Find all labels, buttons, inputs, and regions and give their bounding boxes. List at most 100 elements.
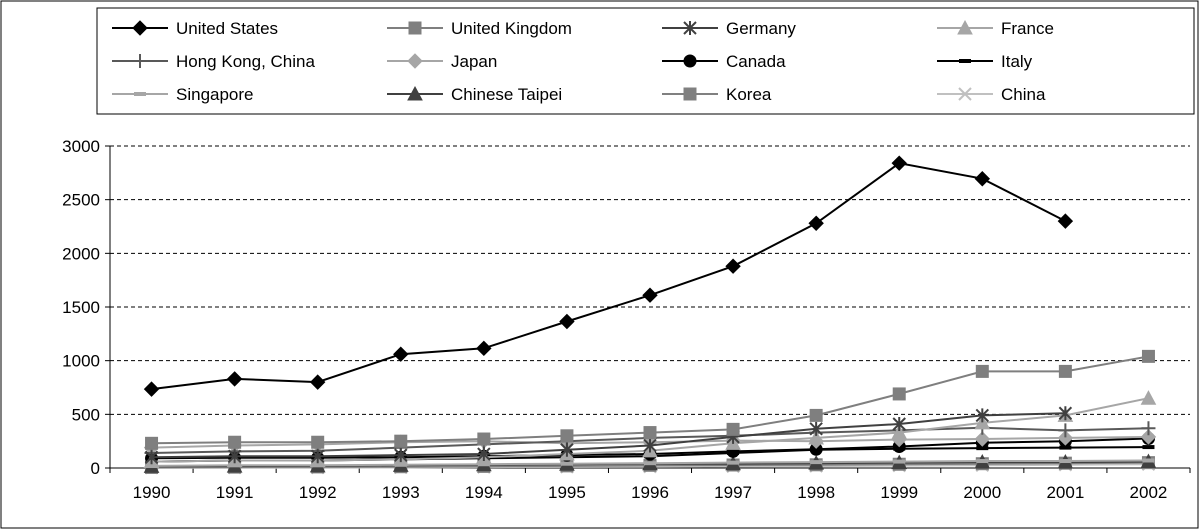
- point-france-1999: [891, 424, 908, 440]
- point-singapore-1999: [893, 459, 906, 464]
- legend-label-japan: Japan: [451, 52, 497, 71]
- point-united-states-1997: [725, 258, 741, 274]
- point-singapore-1996: [644, 461, 656, 466]
- legend-marker-singapore: [134, 92, 146, 96]
- point-united-states-1991: [226, 371, 243, 387]
- y-tick-label-1000: 1000: [62, 352, 100, 371]
- y-tick-label-1500: 1500: [62, 298, 100, 317]
- legend-marker-italy: [959, 59, 971, 63]
- legend-entry-japan: Japan: [387, 52, 497, 71]
- point-united-kingdom-1992: [311, 435, 325, 449]
- point-france-1998: [808, 429, 824, 445]
- legend-entry-chinese-taipei: Chinese Taipei: [387, 85, 562, 104]
- point-france-2002: [1140, 390, 1157, 405]
- point-singapore-1997: [727, 460, 740, 465]
- legend-marker-canada: [683, 54, 697, 68]
- point-singapore-2002: [1142, 458, 1155, 463]
- point-united-states-1994: [476, 340, 492, 357]
- x-tick-label-1999: 1999: [880, 483, 918, 502]
- legend-label-china: China: [1001, 85, 1046, 104]
- x-tick-label-1990: 1990: [133, 483, 171, 502]
- legend-label-united-kingdom: United Kingdom: [451, 19, 572, 38]
- legend-marker-united-states: [132, 20, 148, 36]
- point-singapore-1995: [560, 461, 573, 466]
- point-united-kingdom-1999: [892, 387, 906, 401]
- series-line-united-states: [151, 162, 1066, 391]
- legend-entry-hong-kong-china: Hong Kong, China: [112, 52, 315, 71]
- legend-marker-chinese-taipei: [407, 85, 423, 101]
- point-germany-1992: [310, 449, 325, 464]
- x-tick-label-2000: 2000: [963, 483, 1001, 502]
- legend-label-united-states: United States: [176, 19, 278, 38]
- legend-marker-china: [958, 87, 972, 101]
- y-tick-label-0: 0: [91, 459, 100, 478]
- legend-entry-china: China: [937, 85, 1046, 104]
- point-germany-1996: [643, 438, 657, 453]
- legend-entry-united-kingdom: United Kingdom: [387, 19, 572, 38]
- series-united-states: [143, 155, 1074, 397]
- point-united-kingdom-1998: [809, 408, 823, 422]
- legend-marker-germany: [683, 21, 697, 35]
- x-tick-label-1992: 1992: [299, 483, 337, 502]
- y-tick-label-2500: 2500: [62, 191, 100, 210]
- point-united-kingdom-1994: [477, 432, 491, 446]
- legend-label-italy: Italy: [1001, 52, 1033, 71]
- point-united-states-1998: [808, 215, 824, 231]
- y-tick-label-2000: 2000: [62, 244, 100, 263]
- legend-label-germany: Germany: [726, 19, 796, 38]
- legend-marker-france: [957, 19, 973, 35]
- legend-entry-france: France: [937, 19, 1054, 38]
- legend-marker-korea: [683, 87, 697, 101]
- legend-entry-canada: Canada: [662, 52, 786, 71]
- point-singapore-2001: [1059, 459, 1072, 464]
- legend-marker-hong-kong-china: [133, 54, 147, 68]
- point-united-kingdom-1997: [726, 422, 740, 436]
- legend-entry-germany: Germany: [662, 19, 796, 38]
- point-germany-1994: [477, 447, 491, 462]
- x-tick-label-1996: 1996: [631, 483, 669, 502]
- point-united-kingdom-1991: [228, 435, 242, 449]
- point-united-states-1992: [309, 374, 326, 390]
- legend-label-hong-kong-china: Hong Kong, China: [176, 52, 315, 71]
- point-united-kingdom-1993: [394, 434, 408, 448]
- x-tick-label-1991: 1991: [216, 483, 254, 502]
- point-germany-1993: [394, 448, 408, 463]
- legend-label-korea: Korea: [726, 85, 772, 104]
- point-germany-1999: [892, 416, 906, 431]
- x-tick-label-1995: 1995: [548, 483, 586, 502]
- point-hong-kong-china-2001: [1058, 423, 1073, 438]
- point-united-states-2001: [1057, 213, 1074, 229]
- point-germany-2000: [975, 408, 990, 423]
- legend-entry-singapore: Singapore: [112, 85, 254, 104]
- x-tick-label-1993: 1993: [382, 483, 420, 502]
- y-tick-label-3000: 3000: [62, 137, 100, 156]
- legend-box: [96, 7, 1195, 115]
- point-germany-1998: [809, 421, 823, 436]
- y-tick-label-500: 500: [72, 405, 100, 424]
- point-united-states-1993: [393, 346, 409, 362]
- legend-marker-united-kingdom: [408, 21, 422, 35]
- point-singapore-1998: [810, 460, 823, 465]
- point-japan-2000: [974, 431, 991, 447]
- point-singapore-2000: [976, 459, 989, 464]
- legend-label-singapore: Singapore: [176, 85, 254, 104]
- x-tick-label-2002: 2002: [1130, 483, 1168, 502]
- point-italy-2002: [1142, 445, 1155, 450]
- legend: United States United Kingdom Germany France…: [112, 19, 1054, 104]
- axes: 0 500 1000 1500 2000 2500 3000 1990 1991 1992 1993…: [62, 137, 1191, 502]
- legend-entry-korea: Korea: [662, 85, 772, 104]
- legend-entry-united-states: United States: [112, 19, 278, 38]
- point-united-kingdom-2001: [1058, 364, 1072, 378]
- point-hong-kong-china-2002: [1141, 421, 1156, 436]
- point-france-2000: [974, 414, 991, 430]
- series-group: [143, 155, 1157, 475]
- point-united-kingdom-2000: [975, 364, 989, 378]
- series-united-kingdom: [145, 349, 1155, 450]
- x-tick-label-1998: 1998: [797, 483, 835, 502]
- legend-entry-italy: Italy: [937, 52, 1033, 71]
- point-japan-2001: [1057, 430, 1074, 446]
- point-germany-1990: [144, 450, 159, 465]
- series-germany: [144, 406, 1073, 465]
- point-singapore-1994: [477, 462, 490, 467]
